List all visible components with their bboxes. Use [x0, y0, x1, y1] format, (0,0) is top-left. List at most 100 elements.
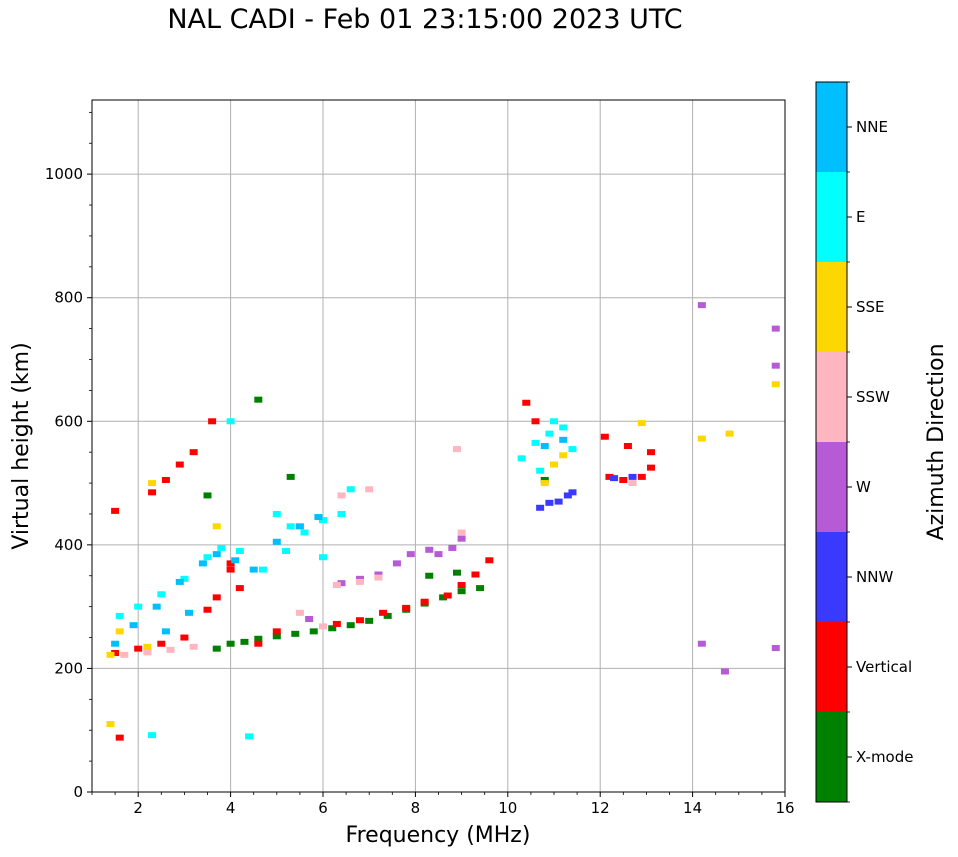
- data-point: [452, 569, 461, 576]
- colorbar-tick-label: W: [856, 478, 871, 496]
- data-point: [115, 628, 124, 635]
- y-axis: 0 200 400 600 800 1000: [45, 111, 92, 801]
- data-point: [771, 325, 780, 332]
- data-point: [115, 734, 124, 741]
- data-point: [559, 436, 568, 443]
- data-point: [217, 544, 226, 551]
- data-point: [245, 733, 254, 740]
- data-point: [425, 546, 434, 553]
- data-point: [550, 418, 558, 425]
- data-point: [111, 640, 120, 647]
- x-tick-label: 6: [318, 799, 328, 817]
- colorbar-segment: [816, 82, 847, 172]
- y-axis-label: Virtual height (km): [9, 342, 34, 549]
- colorbar-tick-label: NNW: [856, 568, 893, 586]
- data-point: [286, 523, 295, 530]
- data-point: [383, 612, 392, 619]
- x-tick-label: 12: [591, 799, 610, 817]
- data-points: [106, 302, 780, 741]
- data-point: [203, 554, 212, 561]
- data-point: [725, 430, 734, 437]
- data-point: [161, 628, 170, 635]
- data-point: [771, 645, 780, 652]
- data-point: [175, 578, 184, 585]
- data-point: [425, 572, 434, 579]
- x-axis-label: Frequency (MHz): [346, 823, 531, 848]
- colorbar-tick-label: E: [856, 208, 865, 226]
- data-point: [134, 645, 143, 652]
- data-point: [254, 635, 263, 642]
- data-point: [374, 571, 383, 578]
- data-point: [337, 492, 346, 499]
- data-point: [697, 640, 706, 647]
- x-tick-label: 16: [775, 799, 794, 817]
- data-point: [106, 721, 115, 728]
- data-point: [309, 628, 318, 635]
- data-point: [240, 638, 249, 645]
- data-point: [346, 622, 355, 629]
- y-tick-label: 800: [54, 289, 83, 307]
- data-point: [254, 396, 263, 403]
- data-point: [212, 594, 221, 601]
- data-point: [272, 538, 281, 545]
- data-point: [249, 566, 258, 573]
- data-point: [697, 302, 706, 309]
- data-point: [647, 449, 656, 456]
- data-point: [286, 473, 295, 480]
- data-point: [545, 430, 554, 437]
- data-point: [619, 476, 628, 483]
- data-point: [143, 649, 152, 656]
- colorbar-tick-label: NNE: [856, 118, 888, 136]
- data-point: [531, 439, 540, 446]
- data-point: [332, 582, 341, 589]
- data-point: [457, 529, 466, 536]
- data-point: [771, 381, 780, 388]
- data-point: [637, 473, 646, 480]
- data-point: [180, 575, 189, 582]
- data-point: [720, 668, 729, 675]
- data-point: [392, 560, 401, 567]
- data-point: [272, 510, 281, 517]
- plot-frame: [91, 99, 786, 793]
- data-point: [517, 455, 526, 462]
- data-point: [291, 630, 300, 637]
- x-tick-label: 8: [411, 799, 421, 817]
- y-tick-label: 400: [54, 536, 83, 554]
- data-point: [300, 529, 309, 536]
- data-point: [610, 475, 619, 482]
- data-point: [295, 609, 304, 616]
- data-point: [148, 732, 157, 739]
- data-point: [485, 557, 494, 564]
- data-point: [305, 616, 314, 622]
- data-point: [355, 575, 364, 582]
- data-point: [374, 574, 383, 581]
- data-point: [448, 544, 457, 551]
- data-point: [120, 651, 129, 658]
- data-point: [402, 604, 411, 611]
- data-point: [559, 424, 568, 431]
- data-point: [235, 585, 244, 592]
- data-point: [328, 625, 337, 632]
- data-point: [148, 489, 157, 496]
- x-tick-label: 14: [683, 799, 702, 817]
- y-tick-label: 200: [54, 659, 83, 677]
- data-point: [295, 523, 304, 530]
- data-point: [212, 645, 221, 652]
- data-point: [568, 489, 577, 496]
- data-point: [443, 592, 452, 599]
- data-point: [439, 594, 448, 601]
- x-tick-label: 2: [133, 799, 143, 817]
- data-point: [319, 554, 327, 561]
- data-point: [208, 418, 217, 425]
- data-point: [365, 486, 374, 493]
- data-point: [563, 492, 572, 499]
- colorbar-segment: [816, 352, 847, 442]
- data-point: [420, 598, 429, 605]
- colorbar-segment: [816, 262, 847, 352]
- colorbar-segment: [816, 532, 847, 622]
- data-point: [226, 640, 235, 647]
- data-point: [545, 499, 554, 506]
- data-point: [134, 603, 143, 610]
- data-point: [272, 633, 281, 640]
- data-point: [226, 566, 235, 573]
